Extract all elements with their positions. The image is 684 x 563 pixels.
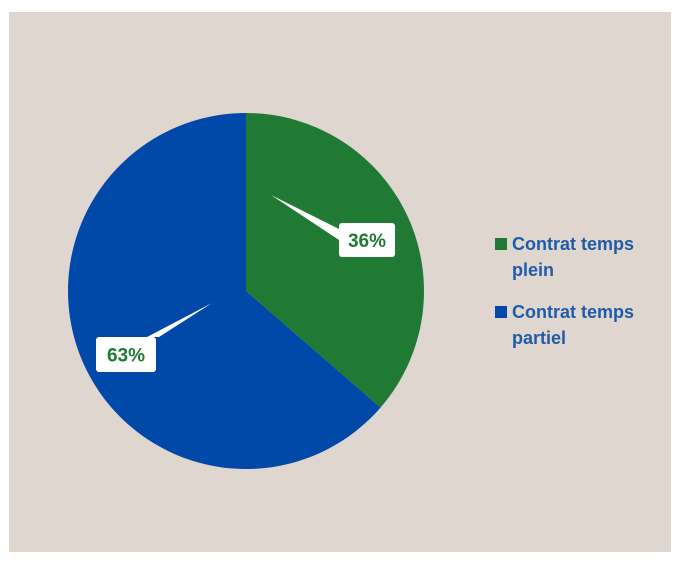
data-label-full-time: 36% <box>271 195 395 257</box>
pie-slice-part-time <box>68 113 381 469</box>
legend-item-part-time: Contrat temps partiel <box>495 299 670 351</box>
data-label-part-time: 63% <box>96 303 212 372</box>
legend-swatch-part-time <box>495 306 507 318</box>
pie-chart: 36% 63% <box>68 113 425 469</box>
data-label-text: 36% <box>348 231 386 252</box>
legend-item-full-time: Contrat temps plein <box>495 231 670 283</box>
data-labels: 36% 63% <box>96 195 395 372</box>
chart-area: 36% 63% Contrat temps plein Contrat temps… <box>9 12 671 552</box>
legend-label-part-time: Contrat temps partiel <box>512 302 635 348</box>
legend-swatch-full-time <box>495 238 507 250</box>
callout-box <box>96 337 156 372</box>
data-label-text: 63% <box>107 346 145 367</box>
callout-pointer <box>147 303 212 337</box>
pie-slices <box>68 113 425 469</box>
legend: Contrat temps plein Contrat temps partie… <box>495 231 670 367</box>
callout-box <box>339 223 395 257</box>
pie-slice-full-time <box>246 113 425 408</box>
legend-label-full-time: Contrat temps plein <box>512 234 635 280</box>
callout-pointer <box>271 195 339 240</box>
